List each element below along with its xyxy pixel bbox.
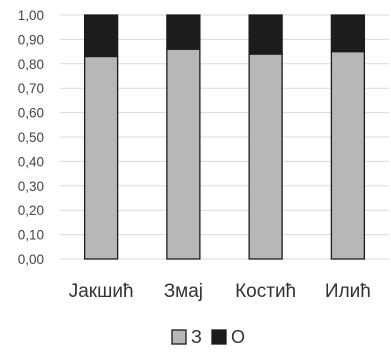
bars (83, 14, 366, 260)
legend-label: О (231, 327, 245, 347)
legend-swatch (211, 329, 227, 345)
legend-swatch (171, 329, 187, 345)
y-tick-label: 0,50 (18, 130, 44, 145)
y-tick-label: 0,20 (18, 203, 44, 218)
bar-segment (83, 55, 119, 260)
bar-segment (248, 14, 283, 55)
y-tick-label: 0,10 (18, 228, 44, 243)
y-tick-label: 0,60 (18, 106, 44, 121)
bar-segment (248, 53, 283, 260)
bar-segment (166, 14, 201, 50)
x-category-label: Костић (235, 281, 296, 302)
y-tick-label: 0,70 (18, 81, 44, 96)
bar-segment (166, 48, 201, 260)
y-tick-label: 1,00 (18, 8, 44, 23)
x-category-label: Илић (325, 281, 371, 302)
x-category-label: Змај (164, 281, 203, 302)
legend-label: З (191, 327, 202, 347)
y-tick-label: 0,80 (18, 57, 44, 72)
y-tick-label: 0,90 (18, 32, 44, 47)
y-axis-tick-labels: 0,00 0,10 0,20 0,30 0,40 0,50 0,60 0,70 0,80 0,90… (18, 8, 44, 267)
x-category-label: Јакшић (69, 281, 134, 302)
y-tick-label: 0,30 (18, 179, 44, 194)
bar-segment (83, 14, 119, 58)
x-axis: Јакшић Змај Костић Илић (69, 281, 371, 302)
y-tick-label: 0,40 (18, 154, 44, 169)
bar-segment (330, 14, 366, 53)
y-tick-label: 0,00 (18, 252, 44, 267)
bar-segment (330, 50, 366, 260)
